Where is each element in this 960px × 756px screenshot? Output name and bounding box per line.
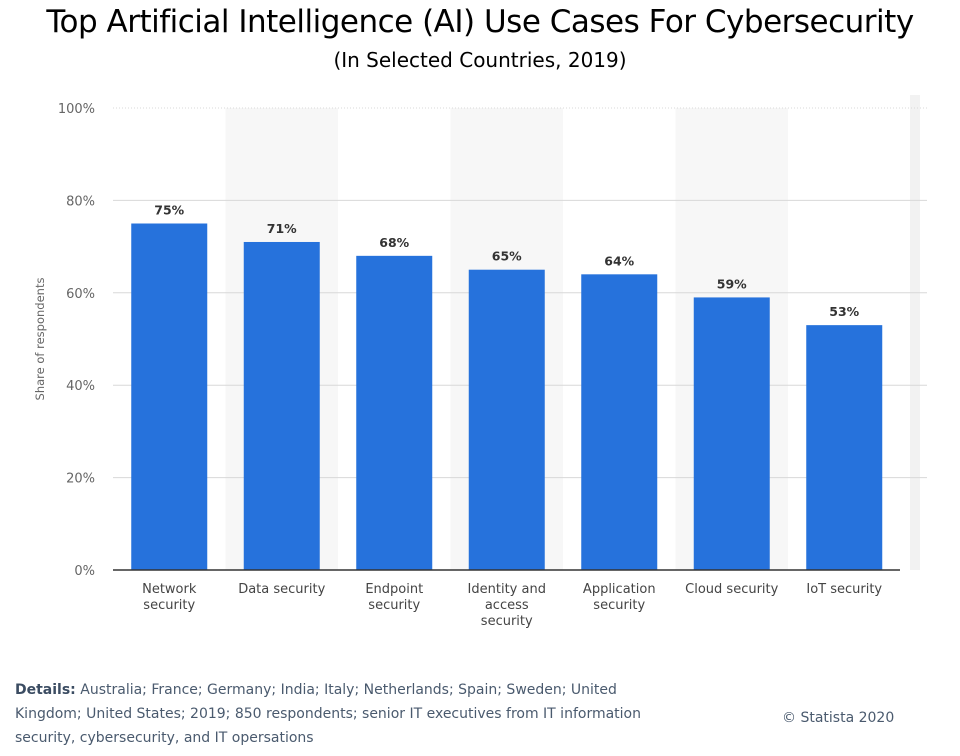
data-label: 71%: [267, 221, 297, 236]
x-tick-label: Application security: [583, 582, 656, 613]
y-tick-label: 20%: [66, 472, 95, 487]
bar-chart: 0% 20% 40% 60% 80% 100% Share of respondents 75…: [33, 95, 927, 629]
details-text: Australia; France; Germany; India; Italy…: [15, 682, 641, 746]
y-tick-label: 40%: [66, 379, 95, 394]
data-label: 75%: [154, 203, 184, 218]
bar: [693, 297, 770, 570]
x-tick-label: Network security: [142, 582, 197, 613]
chart-title: Top Artificial Intelligence (AI) Use Cas…: [46, 4, 914, 40]
y-tick-label: 80%: [66, 194, 95, 209]
y-tick-label: 60%: [66, 287, 95, 302]
x-tick-label: Endpoint security: [365, 582, 423, 613]
x-tick-label: Identity and access security: [468, 582, 546, 629]
bar: [131, 223, 208, 570]
x-tick-label: Cloud security: [685, 582, 778, 597]
bar: [468, 269, 545, 570]
y-tick-label: 0%: [74, 564, 95, 579]
y-tick-label: 100%: [58, 102, 95, 117]
bar: [806, 325, 883, 570]
bar: [356, 255, 433, 570]
copyright: © Statista 2020: [782, 710, 895, 726]
data-label: 68%: [379, 235, 409, 250]
bar: [243, 241, 320, 571]
scroll-strip: [910, 95, 920, 570]
data-label: 64%: [604, 253, 634, 268]
y-axis-label: Share of respondents: [33, 278, 47, 401]
details-label: Details:: [15, 682, 76, 698]
data-label: 65%: [492, 249, 522, 264]
x-tick-label: Data security: [238, 582, 325, 597]
chart-subtitle: (In Selected Countries, 2019): [333, 48, 627, 72]
data-label: 53%: [829, 304, 859, 319]
data-label: 59%: [717, 276, 747, 291]
details-note: Details: Australia; France; Germany; Ind…: [15, 678, 655, 750]
bar: [581, 274, 658, 570]
x-tick-label: IoT security: [806, 582, 882, 597]
